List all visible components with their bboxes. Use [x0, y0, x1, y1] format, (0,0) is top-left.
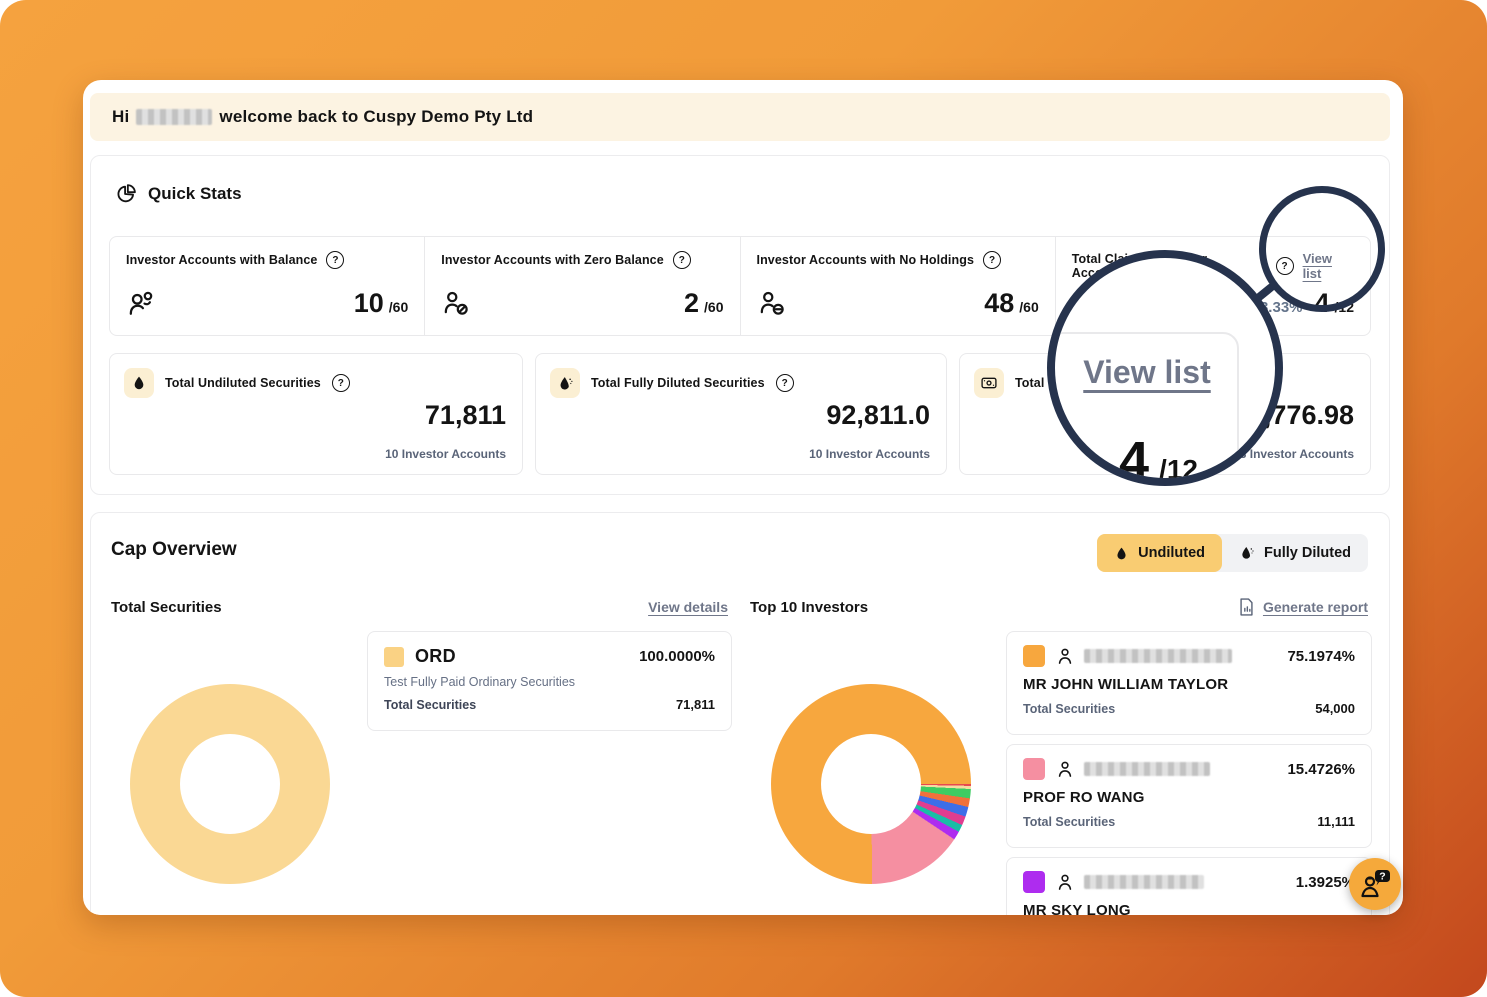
stat-value: 92,811.0 — [826, 400, 930, 430]
droplet-icon — [1114, 546, 1129, 561]
legend-swatch — [1023, 871, 1045, 893]
greeting-prefix: Hi — [112, 107, 130, 126]
row-value: 11,111 — [1317, 814, 1355, 829]
magnified-stat-total: /12 — [1159, 454, 1198, 485]
investor-card: 15.4726% PROF RO WANG Total Securities 1… — [1006, 744, 1372, 848]
redacted-account-name — [1084, 649, 1232, 663]
help-icon[interactable] — [983, 251, 1002, 269]
greeting-text: welcome back to Cuspy Demo Pty Ltd — [219, 107, 534, 126]
person-icon — [1055, 646, 1075, 666]
top-investors-heading: Top 10 Investors — [750, 599, 869, 616]
magnifier-target-circle — [1259, 186, 1385, 312]
stat-label: Investor Accounts with Zero Balance — [441, 253, 664, 267]
investor-name: MR SKY LONG — [1023, 902, 1131, 915]
row-value: 71,811 — [675, 697, 715, 712]
cap-overview-section: Cap Overview Undiluted Fully Diluted — [90, 512, 1390, 915]
help-icon[interactable] — [775, 374, 794, 392]
redacted-user-name — [136, 109, 213, 125]
dilution-toggle: Undiluted Fully Diluted — [1097, 534, 1368, 572]
legend-swatch — [1023, 758, 1045, 780]
stat-subtext: 10 Investor Accounts — [385, 447, 506, 461]
investors-no-holdings-icon — [757, 288, 787, 323]
investor-card: 75.1974% MR JOHN WILLIAM TAYLOR Total Se… — [1006, 631, 1372, 735]
stat-card-accounts-with-balance: Investor Accounts with Balance 10 /60 — [110, 237, 424, 335]
support-chat-button[interactable]: ? — [1349, 858, 1401, 910]
svg-text:?: ? — [1379, 871, 1385, 883]
legend-swatch — [1023, 645, 1045, 667]
stat-card-total-fully-diluted: Total Fully Diluted Securities 92,811.0 … — [535, 353, 947, 475]
investor-percent: 1.3925% — [1295, 873, 1355, 891]
stat-label: Investor Accounts with No Holdings — [756, 253, 975, 267]
stat-card-no-holdings: Investor Accounts with No Holdings 48 /6… — [739, 237, 1055, 335]
report-icon — [1238, 597, 1255, 617]
droplet-diluted-icon — [1239, 545, 1255, 561]
security-class-card: ORD 100.0000% Test Fully Paid Ordinary S… — [367, 631, 732, 731]
stat-value: 10 — [353, 288, 384, 318]
stat-total: /60 — [704, 299, 724, 315]
redacted-account-name — [1084, 762, 1210, 776]
stat-total: /60 — [388, 299, 409, 315]
stat-value: ,776.98 — [1263, 400, 1354, 430]
donut-hole — [821, 734, 921, 834]
investor-percent: 75.1974% — [1287, 647, 1355, 665]
row-label: Total Securities — [384, 697, 477, 712]
stat-value: 48 — [984, 288, 1015, 318]
quick-stats-title: Quick Stats — [148, 184, 242, 203]
stat-total: /60 — [1019, 299, 1039, 315]
row-label: Total Securities — [1023, 701, 1116, 716]
greeting-banner: Hi welcome back to Cuspy Demo Pty Ltd — [90, 93, 1390, 141]
investor-name: MR JOHN WILLIAM TAYLOR — [1023, 676, 1229, 693]
banknote-icon — [974, 368, 1004, 398]
support-agent-icon: ? — [1361, 870, 1390, 898]
view-details-link[interactable]: View details — [648, 599, 728, 615]
toggle-undiluted[interactable]: Undiluted — [1097, 534, 1222, 572]
magnified-stat-value: 4 — [1119, 431, 1150, 486]
person-icon — [1055, 872, 1075, 892]
toggle-undiluted-label: Undiluted — [1138, 545, 1205, 561]
security-percent: 100.0000% — [639, 648, 715, 665]
toggle-fully-diluted[interactable]: Fully Diluted — [1222, 534, 1368, 572]
magnifier-zoom-circle: View list 4 /12 — [1047, 250, 1283, 486]
help-icon[interactable] — [326, 251, 345, 269]
stat-subtext: 10 Investor Accounts — [809, 447, 930, 461]
stat-label: Total Undiluted Securities — [165, 376, 321, 390]
droplet-diluted-icon — [550, 368, 580, 398]
total-securities-heading: Total Securities — [111, 599, 222, 616]
row-value: 54,000 — [1315, 701, 1355, 716]
redacted-account-name — [1084, 875, 1204, 889]
investor-percent: 15.4726% — [1287, 760, 1355, 778]
investor-card: 1.3925% MR SKY LONG — [1006, 857, 1372, 915]
person-icon — [1055, 759, 1075, 779]
toggle-fully-diluted-label: Fully Diluted — [1264, 545, 1351, 561]
security-code: ORD — [415, 646, 456, 666]
generate-report-link[interactable]: Generate report — [1262, 599, 1368, 615]
investors-zero-balance-icon — [441, 288, 471, 323]
magnified-view-list-link[interactable]: View list — [1083, 354, 1211, 390]
security-description: Test Fully Paid Ordinary Securities — [384, 675, 576, 689]
main-panel: Hi welcome back to Cuspy Demo Pty Ltd Qu… — [83, 80, 1403, 915]
investor-name: PROF RO WANG — [1023, 789, 1145, 806]
stat-subtext: 3 Investor Accounts — [1239, 447, 1354, 461]
magnified-card-border — [1055, 332, 1239, 478]
top-investors-donut-chart — [771, 684, 971, 884]
stat-card-total-undiluted: Total Undiluted Securities 71,811 10 Inv… — [109, 353, 523, 475]
stat-label: Investor Accounts with Balance — [126, 253, 318, 267]
help-icon[interactable] — [331, 374, 350, 392]
investors-with-balance-icon — [126, 288, 156, 323]
help-icon[interactable] — [672, 251, 691, 269]
stat-card-zero-balance: Investor Accounts with Zero Balance 2 /6… — [424, 237, 739, 335]
total-securities-donut-chart — [130, 684, 330, 884]
row-label: Total Securities — [1023, 814, 1116, 829]
stat-value: 71,811 — [424, 400, 506, 430]
donut-hole — [180, 734, 280, 834]
cap-overview-title: Cap Overview — [111, 539, 237, 560]
stat-value: 2 — [684, 288, 700, 318]
droplet-icon — [124, 368, 154, 398]
legend-swatch — [384, 646, 404, 667]
stat-label: Total Fully Diluted Securities — [591, 376, 765, 390]
pie-chart-icon — [115, 183, 137, 205]
